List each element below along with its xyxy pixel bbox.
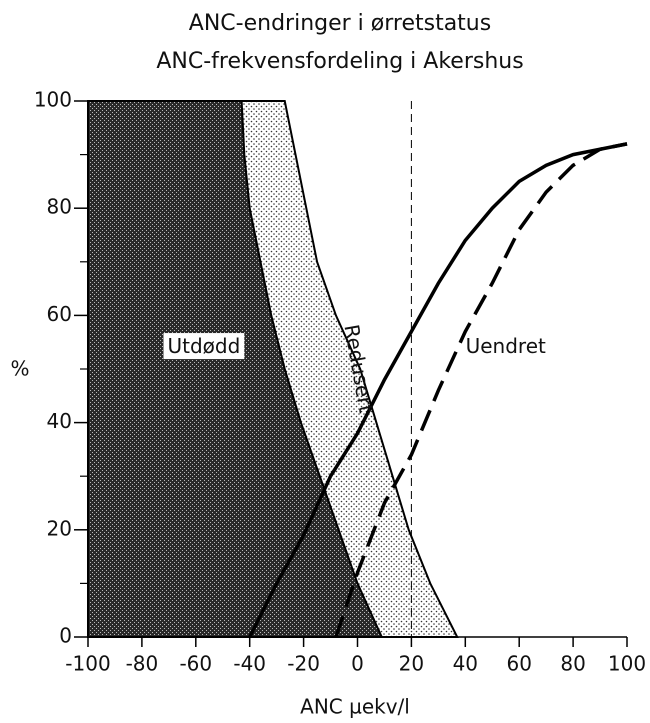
- y-axis-label: %: [10, 357, 29, 381]
- x-tick-label: 80: [560, 652, 585, 676]
- x-tick-label: 100: [608, 652, 646, 676]
- x-tick-label: 0: [351, 652, 364, 676]
- annotation-box: [163, 333, 245, 360]
- y-tick-label: 40: [47, 409, 72, 433]
- y-tick-label: 80: [47, 195, 72, 219]
- x-tick-label: -60: [179, 652, 212, 676]
- y-tick-label: 60: [47, 302, 72, 326]
- x-tick-label: 60: [506, 652, 531, 676]
- x-tick-label: 40: [453, 652, 478, 676]
- x-tick-label: 20: [399, 652, 424, 676]
- annotation: Uendret: [466, 334, 546, 358]
- x-axis-label: ANC µekv/l: [300, 695, 410, 719]
- x-tick-label: -40: [233, 652, 266, 676]
- extinct-area: [87, 100, 384, 638]
- chart-subtitle: ANC-frekvensfordeling i Akershus: [156, 49, 523, 74]
- dashed-curve: [334, 142, 628, 638]
- annotation: Utdødd: [167, 334, 240, 358]
- solid-curve: [248, 142, 628, 638]
- y-tick-label: 20: [47, 516, 72, 540]
- y-tick-label: 100: [34, 88, 72, 112]
- chart-title: ANC-endringer i ørretstatus: [189, 11, 491, 36]
- x-tick-label: -80: [126, 652, 159, 676]
- y-tick-label: 0: [59, 624, 72, 648]
- x-tick-label: -100: [65, 652, 110, 676]
- x-tick-label: -20: [287, 652, 320, 676]
